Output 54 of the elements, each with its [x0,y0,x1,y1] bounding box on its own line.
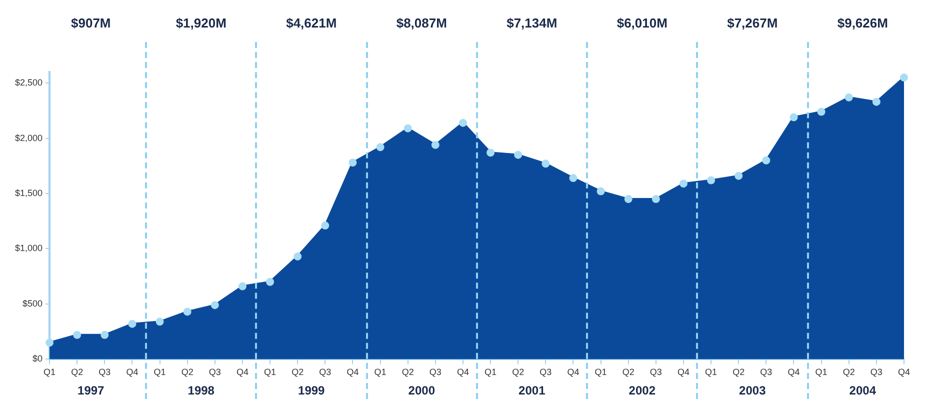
x-tick-label: Q2 [402,367,414,378]
x-tick-label: Q3 [870,367,882,378]
x-tick-label: Q1 [154,367,166,378]
x-tick-label: Q4 [456,367,469,378]
y-tick-label: $1,500 [14,188,43,198]
x-tick-label: Q2 [292,367,304,378]
text: 2002 [628,384,656,398]
y-tick-label: $0 [32,354,43,364]
text: $7,134M [506,16,558,31]
y-tick-label: $1,000 [14,243,43,254]
text: 1998 [188,384,215,398]
x-tick-label: Q1 [374,367,386,378]
x-tick-label: Q1 [44,367,56,378]
x-tick-label: Q2 [622,367,634,378]
x-tick-label: Q4 [567,367,580,378]
text: $6,010M [616,16,668,31]
x-tick-label: Q3 [650,367,662,378]
x-tick-label: Q1 [705,367,718,378]
text: $9,626M [837,16,888,31]
x-tick-label: Q4 [346,367,359,378]
x-tick-label: Q4 [236,367,248,378]
y-tick-label: $500 [22,298,43,308]
x-tick-label: Q2 [512,367,524,378]
text: $7,267M [727,16,778,31]
x-tick-label: Q2 [181,367,194,378]
text: 2000 [408,384,436,398]
x-tick-label: Q2 [842,367,855,378]
text: 2001 [518,384,546,398]
text: $907M [71,16,111,31]
y-tick-label: $2,000 [14,132,43,143]
x-tick-label: Q1 [264,367,276,378]
x-tick-label: Q3 [319,367,332,378]
x-tick-label: Q4 [898,367,910,378]
text: $1,920M [176,16,226,31]
x-tick-label: Q3 [429,367,442,378]
x-tick-label: Q4 [677,367,690,378]
x-tick-label: Q1 [484,367,497,378]
text: $4,621M [286,16,337,31]
text: 1997 [78,384,105,398]
x-tick-label: Q4 [788,367,800,378]
x-tick-label: Q2 [71,367,84,378]
x-tick-label: Q4 [126,367,138,378]
x-tick-label: Q3 [760,367,772,378]
x-tick-label: Q1 [594,367,607,378]
text: 2004 [849,384,876,398]
x-tick-label: Q3 [208,367,221,378]
text: 1999 [298,384,326,398]
text: $8,087M [396,16,447,31]
x-tick-label: Q2 [732,367,745,378]
y-tick-label: $2,500 [14,78,43,88]
x-tick-label: Q1 [815,367,828,378]
x-tick-label: Q3 [540,367,552,378]
text: 2003 [739,384,766,398]
x-tick-label: Q3 [98,367,111,378]
